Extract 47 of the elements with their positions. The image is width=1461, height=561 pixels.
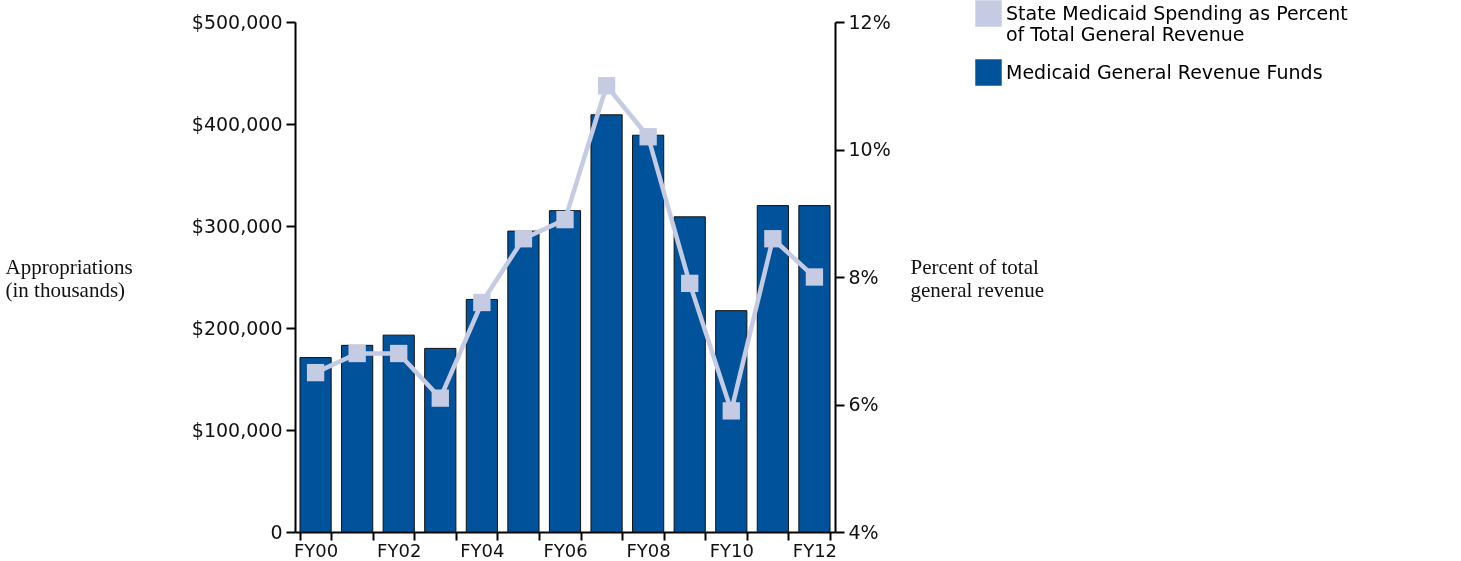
bar xyxy=(299,357,332,533)
bar xyxy=(382,334,415,533)
point xyxy=(348,344,366,363)
y2-tick-label: 8% xyxy=(848,265,879,288)
x-tick-label: FY04 xyxy=(460,539,505,561)
x-tick-label: FY12 xyxy=(792,539,838,561)
bar xyxy=(548,210,582,533)
y-tick-label: $500,000 xyxy=(191,10,283,33)
y-axis-title: Appropriations (in thousands) xyxy=(5,254,133,302)
x-tick-label: FY10 xyxy=(709,539,754,561)
point xyxy=(473,293,491,312)
y-tick-label: $200,000 xyxy=(191,316,283,339)
y-tick-label: 0 xyxy=(270,520,283,543)
y2-axis-title: Percent of total general revenue xyxy=(910,254,1044,302)
x-tick-label: FY08 xyxy=(626,539,671,561)
point xyxy=(805,268,824,286)
y-tick-label: $400,000 xyxy=(191,112,283,135)
bar xyxy=(507,230,540,533)
x-tick-label: FY00 xyxy=(293,539,339,561)
x-tick-label: FY06 xyxy=(543,539,588,561)
y2-tick-label: 12% xyxy=(848,10,891,33)
bar xyxy=(341,344,374,533)
bar xyxy=(798,205,831,533)
bar xyxy=(465,298,498,533)
point xyxy=(639,128,657,146)
x-tick-label: FY02 xyxy=(377,539,422,561)
bar xyxy=(756,205,789,533)
y-tick-label: $300,000 xyxy=(191,214,283,237)
y2-tick-label: 4% xyxy=(848,520,879,543)
point xyxy=(722,402,740,420)
point xyxy=(390,344,408,363)
y-tick-label: $100,000 xyxy=(191,418,283,441)
point xyxy=(556,210,574,229)
point xyxy=(597,77,616,95)
bar xyxy=(673,216,706,533)
point xyxy=(431,389,449,407)
y2-tick-label: 6% xyxy=(848,393,879,415)
legend-label: State Medicaid Spending as Percent of Total General Revenue xyxy=(1006,1,1348,45)
point xyxy=(764,230,782,248)
y2-tick-label: 10% xyxy=(848,138,891,160)
point xyxy=(681,274,699,293)
bar xyxy=(424,347,457,533)
bar xyxy=(590,114,623,533)
bar xyxy=(632,134,665,533)
point xyxy=(514,230,533,248)
legend-label: Medicaid General Revenue Funds xyxy=(1006,60,1323,83)
point xyxy=(306,363,325,382)
